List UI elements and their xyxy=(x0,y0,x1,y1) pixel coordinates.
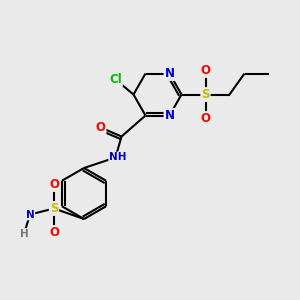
Text: O: O xyxy=(200,112,211,125)
Text: O: O xyxy=(49,226,59,239)
Text: S: S xyxy=(50,202,58,215)
Text: O: O xyxy=(95,121,106,134)
Text: NH: NH xyxy=(109,152,127,163)
Text: N: N xyxy=(26,209,34,220)
Text: Cl: Cl xyxy=(109,73,122,86)
Text: O: O xyxy=(200,64,211,77)
Text: N: N xyxy=(164,109,175,122)
Text: S: S xyxy=(201,88,210,101)
Text: N: N xyxy=(164,67,175,80)
Text: H: H xyxy=(20,229,28,239)
Text: O: O xyxy=(49,178,59,191)
